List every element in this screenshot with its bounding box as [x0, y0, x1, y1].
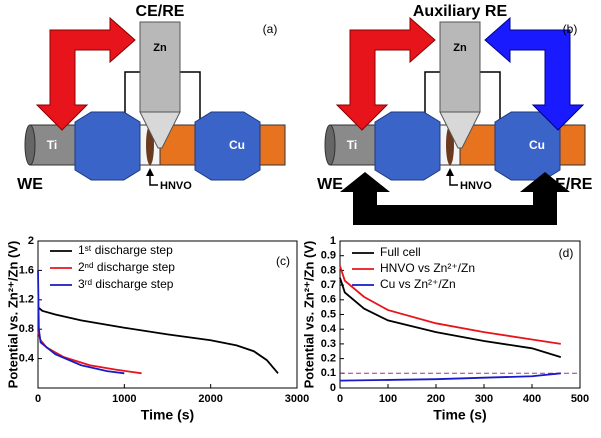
y-tick-label: 0.7	[321, 279, 336, 291]
hnvo-pointer-head	[146, 168, 154, 176]
hnvo-pointer-head	[446, 168, 454, 176]
clamp-left	[74, 111, 141, 181]
x-tick-label: 0	[35, 393, 41, 405]
legend-label: 3ʳᵈ discharge step	[78, 277, 174, 291]
panel-label: (c)	[276, 254, 290, 268]
rod-end	[324, 124, 336, 166]
y-axis-title: Potential vs. Zn²⁺/Zn (V)	[5, 241, 20, 389]
zn-electrode	[439, 21, 481, 113]
x-tick-label: 3000	[285, 393, 309, 405]
rod-end	[24, 124, 36, 166]
y-tick-label: 1.2	[19, 294, 34, 306]
zn-tip	[139, 111, 181, 149]
we-label: WE	[17, 176, 43, 193]
we-label: WE	[317, 176, 343, 193]
legend-label: 1ˢᵗ discharge step	[78, 243, 173, 257]
series-line	[339, 277, 562, 358]
y-tick-label: 0.3	[321, 338, 336, 350]
y-tick-label: 0.5	[321, 308, 336, 320]
sample-label: HNVO	[460, 180, 492, 192]
clamp-right	[494, 111, 561, 181]
red-arrow	[335, 16, 436, 131]
y-tick-label: 0	[330, 382, 336, 394]
y-tick-label: 0.1	[321, 367, 336, 379]
left-rod-label: Ti	[47, 138, 57, 152]
right-rod-label: Cu	[529, 138, 545, 152]
y-tick-label: 0.8	[321, 264, 336, 276]
series-line	[37, 270, 125, 375]
panel-label: (a)	[263, 22, 278, 36]
clamp-right	[194, 111, 261, 181]
sample-label: HNVO	[160, 180, 192, 192]
y-tick-label: 0.9	[321, 250, 336, 262]
x-tick-label: 200	[427, 393, 445, 405]
y-tick-label: 1	[330, 235, 336, 247]
red-arrow	[35, 16, 136, 131]
legend-label: Cu vs Zn²⁺/Zn	[380, 277, 456, 291]
right-rod-label: Cu	[229, 138, 245, 152]
zn-electrode	[139, 21, 181, 113]
y-axis-title: Potential vs. Zn²⁺/Zn (V)	[301, 241, 316, 389]
y-tick-label: 0.4	[321, 323, 337, 335]
ce-label: CE/RE	[544, 176, 593, 193]
x-tick-label: 300	[475, 393, 493, 405]
clamp-left	[374, 111, 441, 181]
electrode-label: Zn	[153, 42, 167, 54]
x-axis-title: Time (s)	[141, 407, 194, 423]
y-tick-label: 2	[28, 235, 34, 247]
x-tick-label: 1000	[112, 393, 136, 405]
series-line	[339, 372, 561, 382]
panel-label: (d)	[559, 246, 574, 260]
zn-tip	[439, 111, 481, 149]
legend-label: HNVO vs Zn²⁺/Zn	[380, 261, 475, 275]
panel-label: (b)	[563, 22, 578, 36]
electrode-label: Zn	[453, 42, 467, 54]
left-rod-label: Ti	[347, 138, 357, 152]
legend-label: Full cell	[380, 245, 421, 259]
legend-label: 2ⁿᵈ discharge step	[78, 260, 175, 274]
black-arrow	[340, 172, 570, 225]
y-tick-label: 0.6	[321, 294, 336, 306]
x-axis-title: Time (s)	[433, 407, 486, 423]
x-tick-label: 0	[337, 393, 343, 405]
panel-title: CE/RE	[136, 3, 185, 20]
blue-arrow	[484, 16, 585, 131]
series-line	[37, 306, 279, 374]
y-tick-label: 0.8	[19, 323, 34, 335]
x-tick-label: 2000	[198, 393, 222, 405]
panel-title: Auxiliary RE	[413, 3, 508, 20]
y-tick-label: 1.6	[19, 264, 34, 276]
y-tick-label: 0.2	[321, 353, 336, 365]
series-line	[339, 265, 561, 345]
x-tick-label: 100	[379, 393, 397, 405]
x-tick-label: 400	[523, 393, 541, 405]
x-tick-label: 500	[571, 393, 589, 405]
y-tick-label: 0.4	[19, 353, 35, 365]
